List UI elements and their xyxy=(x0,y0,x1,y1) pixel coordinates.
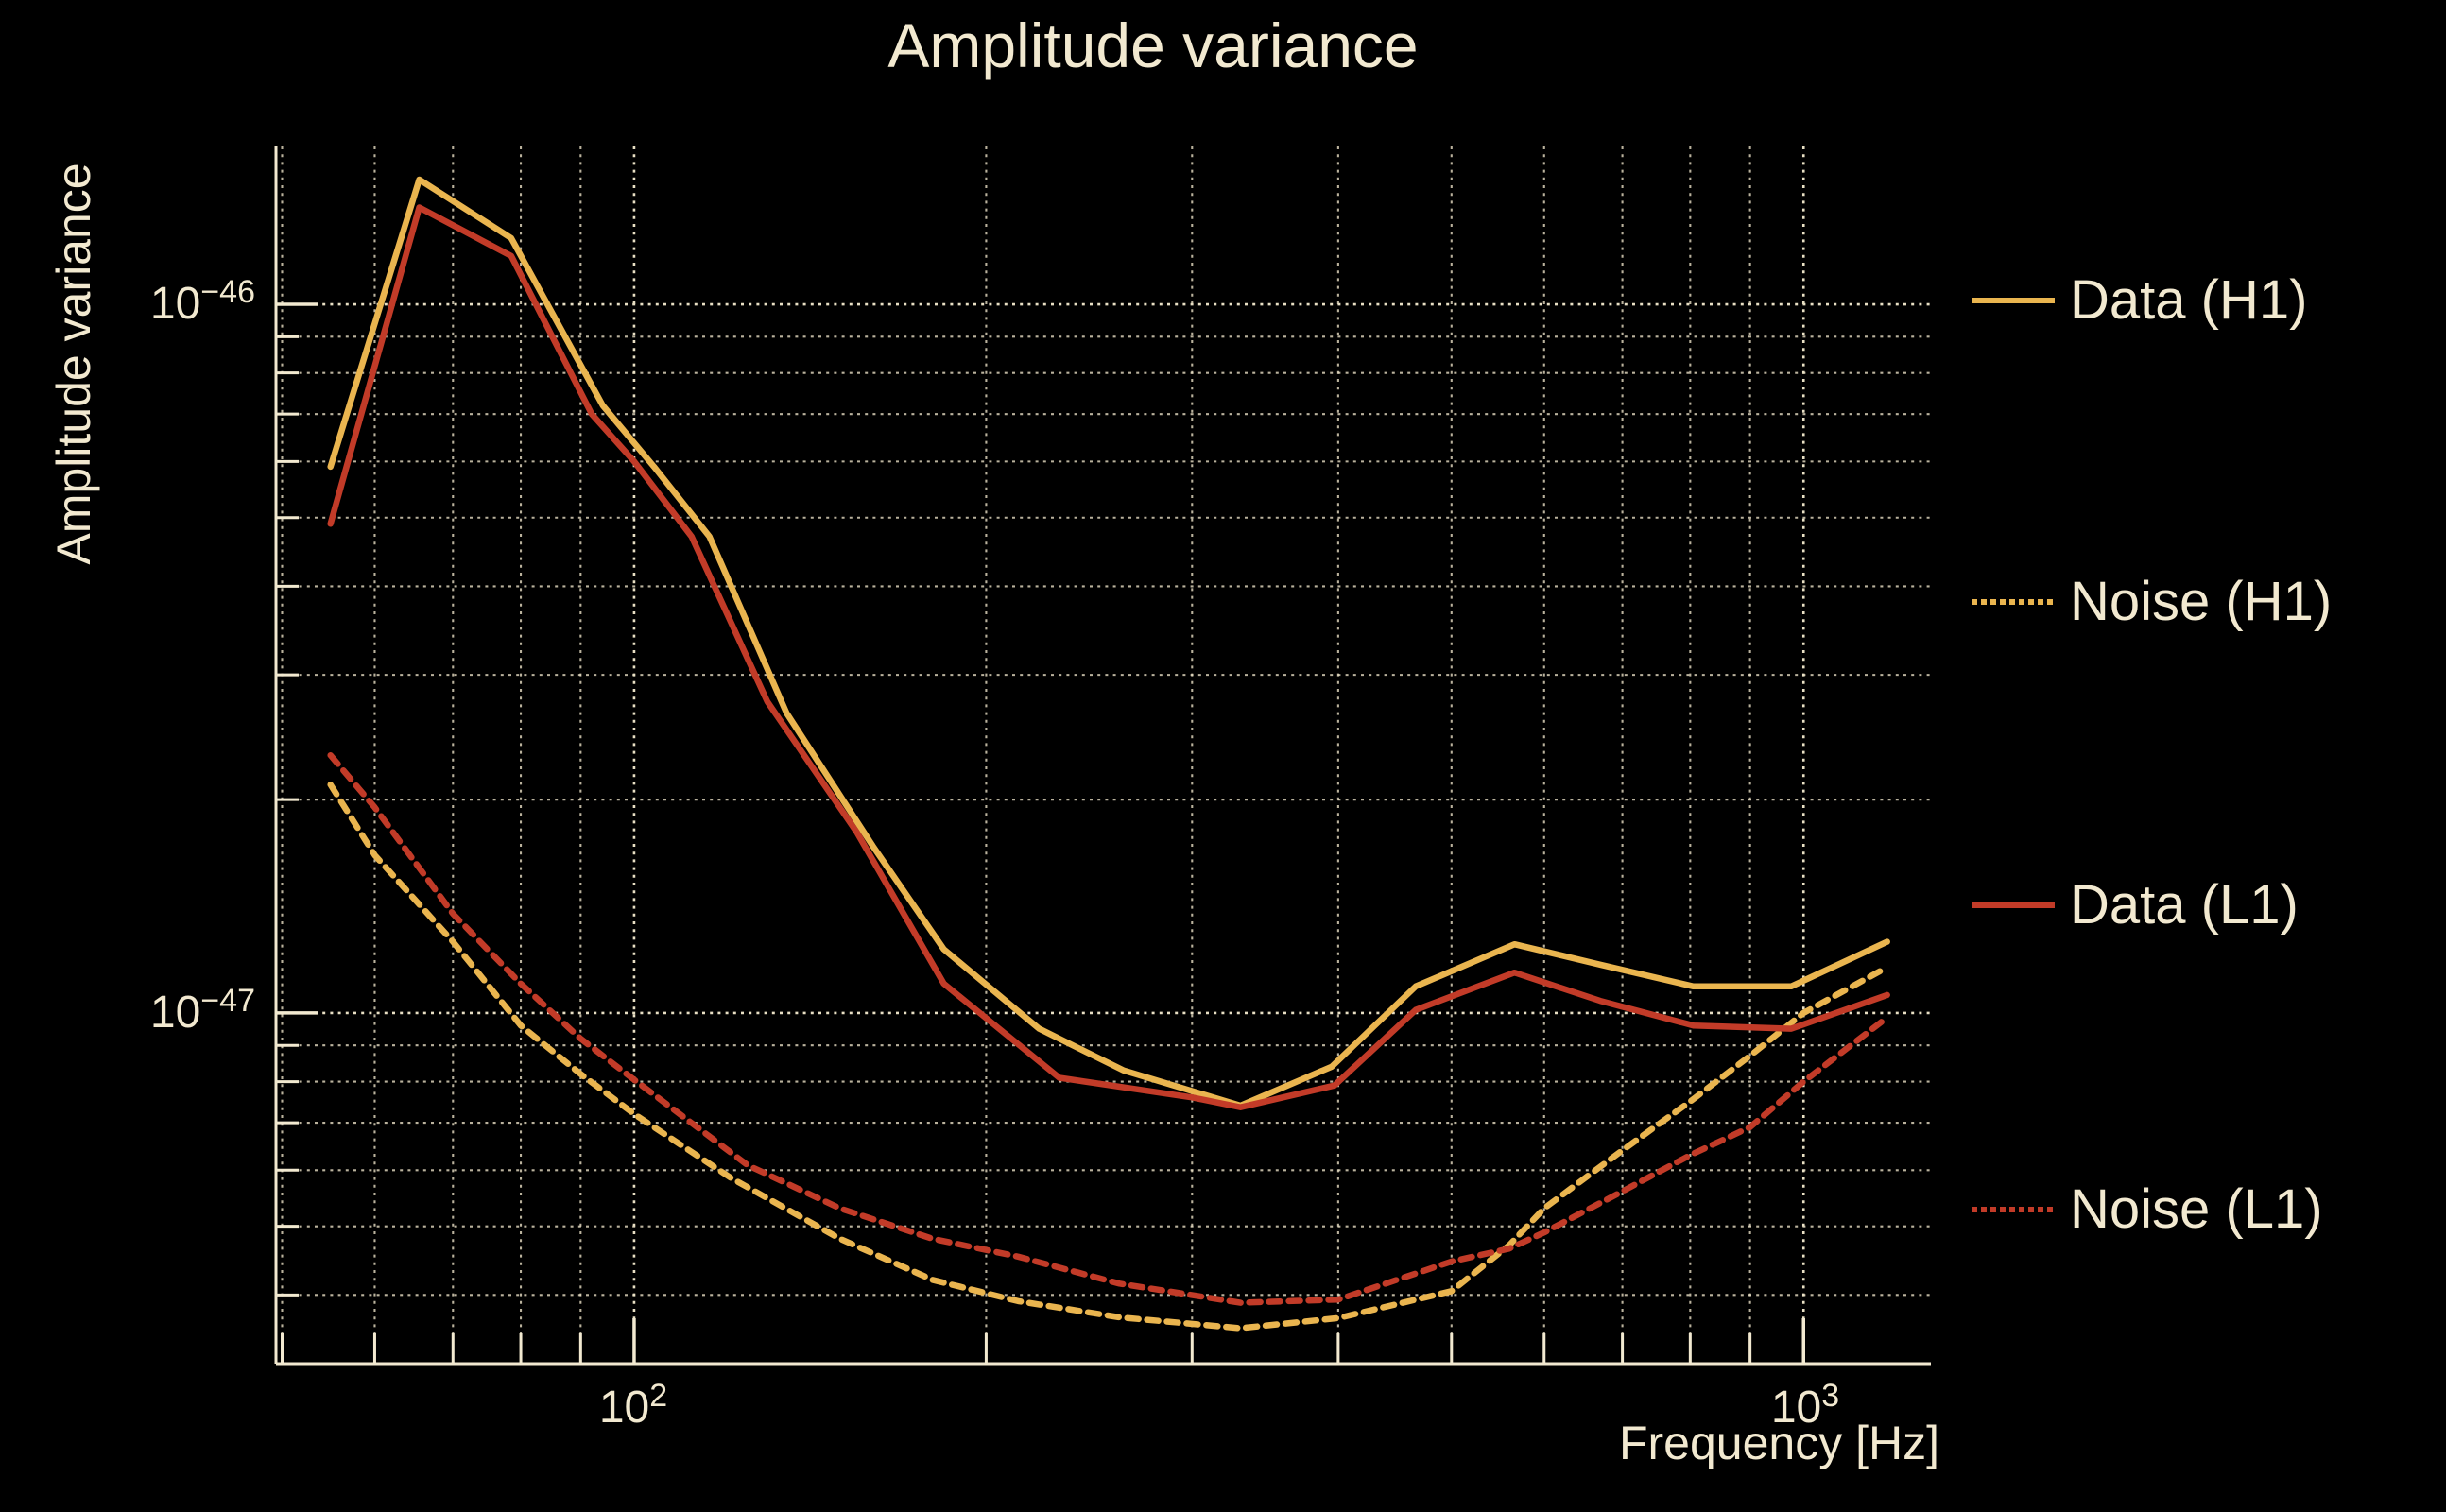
x-tick-label-1e3: 103 xyxy=(1770,1378,1840,1433)
legend-line-sample-noise-h1 xyxy=(1972,599,2055,605)
y-tick-label-1e-47: 10−47 xyxy=(149,983,255,1039)
legend-line-sample-data-l1 xyxy=(1972,902,2055,908)
chart-title: Amplitude variance xyxy=(887,10,1419,80)
curve-data-l1 xyxy=(327,204,1890,1110)
legend-item-noise-h1: Noise (H1) xyxy=(1972,569,2332,635)
legend-item-noise-l1: Noise (L1) xyxy=(1972,1177,2323,1243)
curve-noise-h1 xyxy=(327,782,1890,1332)
axes-spines xyxy=(274,146,1931,1366)
y-tick-label-1e-46: 10−46 xyxy=(149,274,255,330)
legend-item-data-l1: Data (L1) xyxy=(1972,872,2299,938)
x-axis-label: Frequency [Hz] xyxy=(1618,1417,1939,1469)
tick-marks xyxy=(276,302,1806,1364)
legend-line-sample-data-h1 xyxy=(1972,298,2055,303)
curve-data-h1 xyxy=(327,176,1890,1109)
gridlines xyxy=(276,146,1931,1364)
legend-item-data-h1: Data (H1) xyxy=(1972,267,2307,334)
x-tick-label-1e2: 102 xyxy=(598,1378,668,1433)
curve-noise-l1 xyxy=(327,751,1890,1306)
legend-line-sample-noise-l1 xyxy=(1972,1207,2055,1212)
